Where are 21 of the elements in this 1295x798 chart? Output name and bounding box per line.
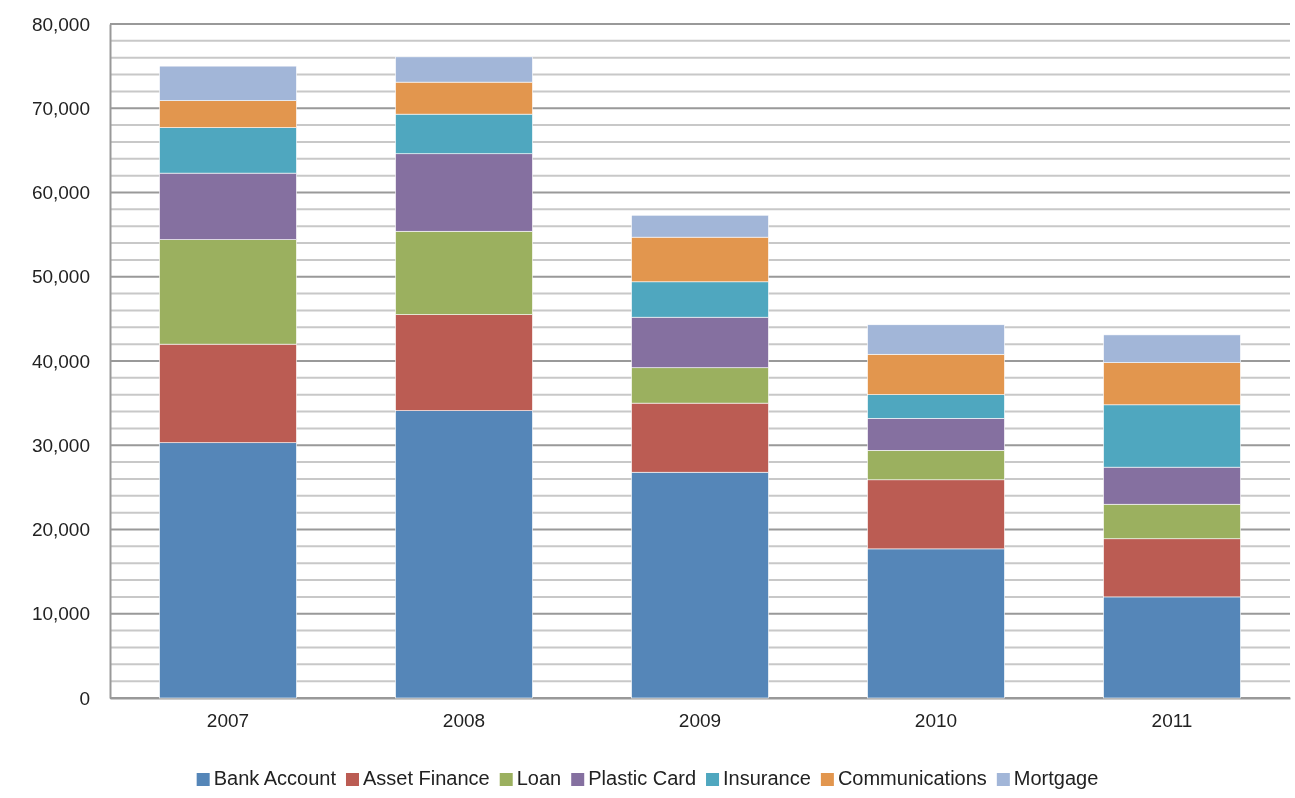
x-tick-label: 2007 [206, 710, 250, 732]
legend-label: Loan [516, 767, 562, 789]
y-tick-label: 80,000 [31, 13, 90, 35]
legend-label: Insurance [723, 767, 811, 789]
legend-label: Asset Finance [362, 767, 490, 789]
y-tick-label: 70,000 [31, 97, 90, 119]
x-tick-label: 2011 [1151, 710, 1193, 732]
x-tick-label: 2010 [914, 710, 958, 732]
legend-label: Mortgage [1013, 767, 1099, 789]
x-tick-label: 2009 [678, 710, 722, 732]
legend-label: Plastic Card [588, 767, 697, 789]
y-tick-label: 20,000 [31, 519, 90, 541]
legend-label: Bank Account [213, 767, 337, 789]
y-tick-label: 60,000 [31, 182, 90, 204]
y-tick-label: 10,000 [31, 603, 90, 625]
x-tick-label: 2008 [442, 710, 486, 732]
y-tick-label: 30,000 [31, 434, 90, 456]
y-tick-label: 50,000 [31, 266, 90, 288]
y-tick-label: 0 [79, 687, 90, 709]
legend-label: Communications [837, 767, 987, 789]
y-tick-label: 40,000 [31, 350, 90, 372]
